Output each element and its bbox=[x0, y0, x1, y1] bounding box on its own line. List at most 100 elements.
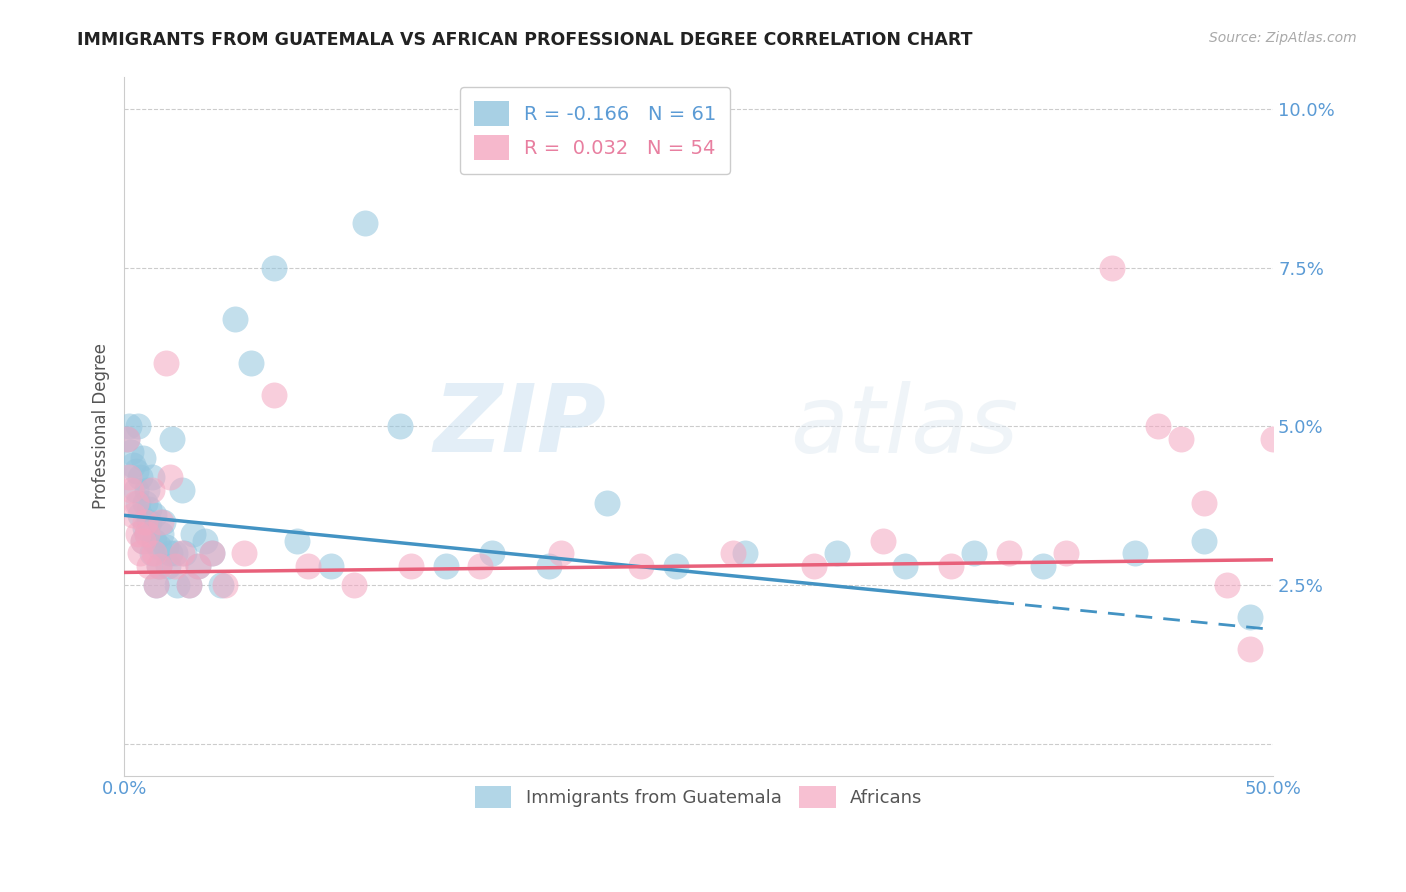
Point bbox=[263, 260, 285, 275]
Point bbox=[155, 356, 177, 370]
Point bbox=[181, 527, 204, 541]
Point bbox=[148, 540, 170, 554]
Point bbox=[596, 495, 619, 509]
Point bbox=[263, 388, 285, 402]
Point bbox=[131, 533, 153, 548]
Text: ZIP: ZIP bbox=[434, 381, 607, 473]
Point bbox=[630, 559, 652, 574]
Point bbox=[136, 483, 159, 497]
Point bbox=[1170, 432, 1192, 446]
Point bbox=[1285, 419, 1308, 434]
Point bbox=[998, 546, 1021, 560]
Legend: Immigrants from Guatemala, Africans: Immigrants from Guatemala, Africans bbox=[468, 779, 929, 815]
Point bbox=[224, 311, 246, 326]
Point bbox=[141, 470, 163, 484]
Point bbox=[285, 533, 308, 548]
Point bbox=[141, 546, 163, 560]
Point bbox=[481, 546, 503, 560]
Point bbox=[1239, 641, 1261, 656]
Point bbox=[388, 419, 411, 434]
Point bbox=[434, 559, 457, 574]
Point bbox=[149, 515, 172, 529]
Point bbox=[941, 559, 963, 574]
Point bbox=[156, 559, 179, 574]
Point bbox=[200, 546, 222, 560]
Point bbox=[734, 546, 756, 560]
Point bbox=[721, 546, 744, 560]
Point bbox=[127, 527, 149, 541]
Point bbox=[127, 419, 149, 434]
Point bbox=[148, 559, 170, 574]
Point bbox=[1263, 432, 1285, 446]
Point bbox=[209, 578, 232, 592]
Point bbox=[134, 515, 156, 529]
Point bbox=[115, 432, 138, 446]
Point bbox=[129, 470, 152, 484]
Point bbox=[177, 578, 200, 592]
Point bbox=[1054, 546, 1077, 560]
Point bbox=[538, 559, 561, 574]
Point bbox=[803, 559, 825, 574]
Point bbox=[129, 546, 152, 560]
Point bbox=[136, 527, 159, 541]
Point bbox=[120, 445, 142, 459]
Point bbox=[166, 578, 188, 592]
Point bbox=[194, 533, 217, 548]
Point bbox=[1343, 546, 1365, 560]
Point bbox=[143, 508, 166, 523]
Point bbox=[470, 559, 492, 574]
Point bbox=[136, 527, 159, 541]
Point bbox=[1192, 533, 1215, 548]
Point bbox=[163, 546, 186, 560]
Point bbox=[1216, 578, 1239, 592]
Point bbox=[173, 546, 195, 560]
Point bbox=[125, 495, 148, 509]
Point bbox=[145, 578, 167, 592]
Point bbox=[1331, 495, 1354, 509]
Point bbox=[214, 578, 236, 592]
Point bbox=[134, 521, 156, 535]
Point bbox=[122, 458, 145, 472]
Point bbox=[177, 578, 200, 592]
Point bbox=[129, 508, 152, 523]
Text: atlas: atlas bbox=[790, 381, 1019, 472]
Point bbox=[127, 495, 149, 509]
Point bbox=[131, 533, 153, 548]
Point bbox=[1123, 546, 1146, 560]
Point bbox=[1192, 495, 1215, 509]
Point bbox=[1032, 559, 1054, 574]
Point bbox=[1376, 623, 1399, 637]
Point bbox=[963, 546, 986, 560]
Point bbox=[148, 559, 170, 574]
Point bbox=[401, 559, 423, 574]
Point bbox=[138, 559, 160, 574]
Point bbox=[200, 546, 222, 560]
Point bbox=[155, 540, 177, 554]
Point bbox=[163, 559, 186, 574]
Point bbox=[115, 432, 138, 446]
Point bbox=[118, 470, 141, 484]
Point bbox=[159, 470, 181, 484]
Point bbox=[122, 508, 145, 523]
Point bbox=[138, 515, 160, 529]
Y-axis label: Professional Degree: Professional Degree bbox=[93, 343, 110, 509]
Point bbox=[239, 356, 262, 370]
Point bbox=[1239, 610, 1261, 624]
Point bbox=[143, 546, 166, 560]
Point bbox=[1400, 673, 1406, 688]
Point bbox=[138, 502, 160, 516]
Point bbox=[159, 546, 181, 560]
Point bbox=[1388, 610, 1406, 624]
Point bbox=[894, 559, 917, 574]
Point bbox=[297, 559, 319, 574]
Point bbox=[872, 533, 894, 548]
Point bbox=[125, 483, 148, 497]
Point bbox=[134, 495, 156, 509]
Point bbox=[1365, 559, 1388, 574]
Point bbox=[170, 546, 193, 560]
Point bbox=[125, 464, 148, 478]
Point bbox=[141, 483, 163, 497]
Point bbox=[118, 419, 141, 434]
Point bbox=[1308, 641, 1330, 656]
Point bbox=[152, 515, 174, 529]
